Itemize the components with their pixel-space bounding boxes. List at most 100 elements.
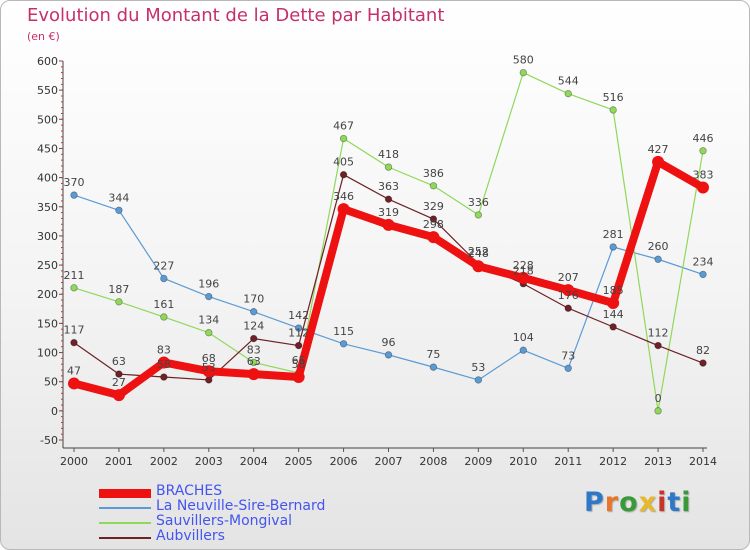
x-tick-label: 2001 bbox=[105, 455, 133, 468]
y-tick-label: 400 bbox=[37, 172, 58, 185]
data-label: 47 bbox=[67, 364, 81, 377]
data-point bbox=[519, 68, 527, 77]
data-point bbox=[519, 346, 527, 354]
data-point bbox=[157, 356, 170, 369]
data-point bbox=[697, 181, 709, 194]
data-label: 104 bbox=[513, 331, 534, 344]
data-point bbox=[699, 270, 707, 279]
data-label: 336 bbox=[468, 196, 489, 209]
logo-letter: i bbox=[657, 487, 668, 518]
data-label: 27 bbox=[112, 376, 126, 389]
data-label: 161 bbox=[153, 298, 174, 311]
y-tick-label: -50 bbox=[40, 434, 58, 447]
data-point bbox=[652, 155, 665, 168]
data-label: 58 bbox=[157, 358, 171, 371]
chart-title: Evolution du Montant de la Dette par Hab… bbox=[27, 5, 445, 26]
x-tick-label: 2008 bbox=[419, 455, 447, 468]
y-tick-label: 350 bbox=[37, 201, 58, 214]
data-label: 227 bbox=[153, 259, 174, 272]
data-point bbox=[339, 340, 348, 348]
data-label: 53 bbox=[202, 361, 216, 374]
data-label: 185 bbox=[603, 284, 624, 297]
legend-label: Aubvillers bbox=[156, 528, 225, 544]
data-point bbox=[205, 292, 213, 301]
data-label: 63 bbox=[112, 355, 126, 368]
data-label: 63 bbox=[247, 355, 261, 368]
data-point bbox=[115, 370, 123, 378]
logo-letter: P bbox=[584, 487, 605, 518]
data-label: 187 bbox=[108, 283, 129, 296]
y-tick-label: 0 bbox=[51, 405, 58, 418]
data-point bbox=[562, 284, 575, 297]
legend-swatch bbox=[99, 522, 151, 524]
legend-swatch bbox=[99, 537, 151, 539]
data-point bbox=[112, 389, 125, 402]
data-point bbox=[609, 106, 617, 114]
x-tick-label: 2014 bbox=[689, 455, 717, 468]
data-label: 68 bbox=[202, 352, 216, 365]
legend-swatch bbox=[99, 489, 151, 498]
data-label: 176 bbox=[558, 289, 579, 302]
legend-label: La Neuville-Sire-Bernard bbox=[156, 498, 326, 514]
data-point bbox=[250, 308, 258, 316]
data-label: 58 bbox=[292, 358, 306, 371]
y-tick-label: 100 bbox=[37, 347, 58, 360]
data-point bbox=[654, 407, 662, 415]
y-tick-label: 200 bbox=[37, 288, 58, 301]
data-label: 115 bbox=[333, 325, 354, 338]
data-label: 144 bbox=[603, 308, 624, 321]
data-point bbox=[339, 134, 348, 143]
data-label: 211 bbox=[64, 269, 85, 282]
data-point bbox=[429, 182, 438, 190]
data-point bbox=[294, 324, 303, 332]
data-point bbox=[70, 338, 78, 347]
x-tick-label: 2000 bbox=[60, 455, 88, 468]
data-point bbox=[68, 377, 80, 390]
data-point bbox=[517, 271, 530, 284]
logo-letter: i bbox=[681, 487, 692, 518]
y-tick-label: 250 bbox=[37, 259, 58, 272]
data-point bbox=[699, 359, 707, 367]
legend-swatch bbox=[99, 507, 151, 509]
y-tick-label: 550 bbox=[37, 84, 58, 97]
y-tick-label: 600 bbox=[37, 55, 58, 68]
data-label: 281 bbox=[603, 228, 624, 241]
data-label: 228 bbox=[513, 259, 534, 272]
data-point bbox=[205, 329, 213, 337]
x-tick-label: 2010 bbox=[509, 455, 537, 468]
data-point bbox=[115, 206, 123, 214]
data-label: 82 bbox=[696, 344, 710, 357]
data-label: 346 bbox=[333, 190, 354, 203]
x-tick-label: 2011 bbox=[554, 455, 582, 468]
data-label: 252 bbox=[468, 245, 489, 258]
data-label: 234 bbox=[693, 255, 714, 268]
data-label: 112 bbox=[288, 327, 309, 340]
data-label: 329 bbox=[423, 200, 444, 213]
y-tick-label: 50 bbox=[44, 376, 58, 389]
data-point bbox=[384, 351, 393, 359]
data-label: 170 bbox=[243, 293, 264, 306]
data-label: 75 bbox=[426, 348, 440, 361]
x-tick-label: 2002 bbox=[150, 455, 178, 468]
data-point bbox=[382, 218, 395, 231]
data-point bbox=[607, 296, 620, 309]
data-label: 83 bbox=[157, 343, 171, 356]
data-point bbox=[474, 376, 483, 384]
x-tick-label: 2012 bbox=[599, 455, 627, 468]
data-point bbox=[564, 89, 572, 98]
data-point bbox=[294, 341, 303, 350]
x-tick-label: 2009 bbox=[464, 455, 492, 468]
data-point bbox=[654, 341, 662, 350]
data-label: 418 bbox=[378, 148, 399, 161]
data-point bbox=[474, 211, 483, 219]
data-point bbox=[70, 191, 78, 199]
data-point bbox=[609, 243, 617, 251]
data-label: 53 bbox=[471, 361, 485, 374]
x-tick-label: 2006 bbox=[330, 455, 358, 468]
data-point bbox=[160, 274, 168, 283]
data-point bbox=[384, 195, 393, 203]
data-point bbox=[115, 298, 123, 306]
legend-label: BRACHES bbox=[156, 483, 223, 499]
